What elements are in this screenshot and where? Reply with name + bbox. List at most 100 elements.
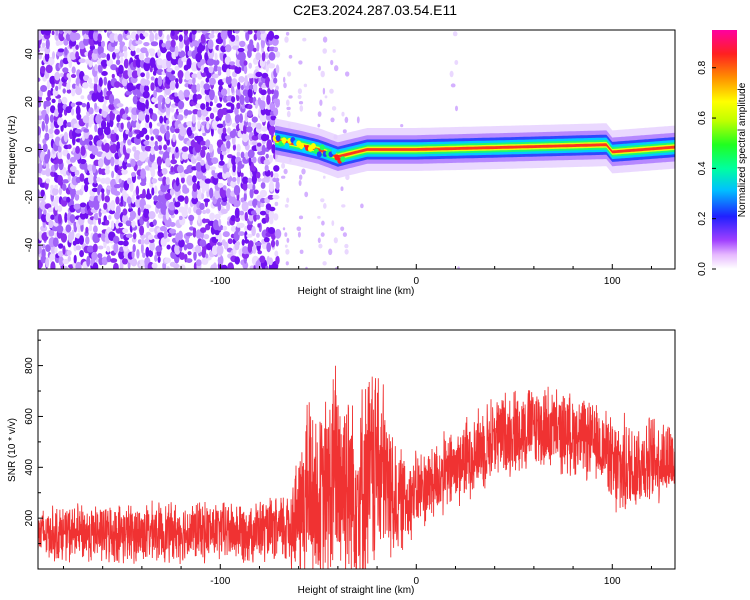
spectrogram-cell <box>119 246 124 253</box>
spectrogram-cell <box>122 208 128 216</box>
spectrogram-cell <box>132 59 137 68</box>
spectrogram-cell <box>133 232 137 240</box>
spectrogram-cell <box>48 229 55 237</box>
spectrogram-cell <box>54 71 61 81</box>
spectrogram-cell <box>273 172 279 179</box>
spectrogram-cell <box>252 184 256 191</box>
spectrogram-cell <box>110 156 115 167</box>
spectrogram-cell <box>45 167 51 177</box>
spectrogram-cell <box>186 175 194 186</box>
spectrogram-cell <box>243 192 247 202</box>
spectrogram-cell <box>261 126 268 132</box>
spectrogram-cell <box>305 266 308 269</box>
spectrogram-cell <box>97 253 103 259</box>
spectrogram-cell <box>266 242 272 253</box>
spectrogram-cell <box>323 203 327 209</box>
spectrogram-cell <box>130 201 137 208</box>
spectrogram-cell <box>75 145 80 154</box>
spectrogram-cell <box>39 200 47 210</box>
spectrogram-cell <box>57 175 64 186</box>
spectrogram-cell <box>200 103 206 110</box>
spectrogram-cell <box>134 129 141 134</box>
spectrogram-cell <box>248 96 254 104</box>
spectrogram-cell <box>73 123 81 129</box>
spectrogram-cell <box>341 204 346 208</box>
spectrogram-cell <box>48 133 54 139</box>
spectrogram-cell <box>140 238 145 245</box>
spectrogram-cell <box>316 151 322 158</box>
spectrogram-cell <box>248 214 254 222</box>
spectrogram-cell <box>103 76 108 86</box>
spectrogram-cell <box>146 188 150 199</box>
spectrogram-cell <box>148 48 156 54</box>
spectrogram-cell <box>100 209 108 214</box>
spectrogram-cell <box>92 48 100 54</box>
spectrogram-cell <box>126 121 131 130</box>
spectrogram-cell <box>106 245 111 253</box>
spectrogram-cell <box>148 141 155 147</box>
spectrogram-cell <box>49 75 57 85</box>
spectrogram-cell <box>179 40 184 49</box>
spectrogram-cell <box>288 95 293 99</box>
spectrogram-cell <box>50 184 54 190</box>
spectrogram-cell <box>217 70 222 76</box>
spectrogram-cell <box>75 261 82 269</box>
spectrogram-cell <box>158 144 162 151</box>
spectrogram-cell <box>320 232 325 237</box>
spectrogram-cell <box>261 50 266 62</box>
spectrogram-cell <box>58 256 64 267</box>
spectrogram-cell <box>54 108 59 118</box>
spectrogram-cell <box>122 159 128 170</box>
spectrogram-cell <box>170 166 174 173</box>
spectrogram-cell <box>65 224 72 233</box>
spectrogram-cell <box>159 115 164 124</box>
spectrogram-cell <box>48 220 54 229</box>
spectrogram-cell <box>256 232 260 238</box>
spectrogram-cell <box>143 207 150 219</box>
spectrogram-cell <box>59 72 64 78</box>
spectrogram-cell <box>248 240 254 248</box>
spectrogram-cell <box>457 266 460 269</box>
spectrogram-cell <box>267 227 276 234</box>
spectrogram-cell <box>257 199 262 208</box>
y-tick-label: 40 <box>24 48 35 60</box>
spectrogram-cell <box>322 261 327 266</box>
spectrogram-cell <box>75 105 81 116</box>
y-tick-label: 600 <box>24 408 35 425</box>
spectrogram-cell <box>246 126 253 133</box>
snr-y-label: SNR (10 * v/v) <box>7 418 18 482</box>
snr-x-label: Height of straight line (km) <box>298 585 415 596</box>
spectrogram-cell <box>317 123 321 128</box>
spectrogram-cell <box>249 188 254 199</box>
spectrogram-cell <box>148 30 153 34</box>
spectrogram-cell <box>265 134 270 141</box>
spectrogram-cell <box>83 74 90 82</box>
spectrogram-cell <box>70 165 77 173</box>
spectrogram-cell <box>284 232 288 237</box>
spectrogram-cell <box>43 30 52 36</box>
spectrogram-cell <box>79 250 84 258</box>
spectrogram-cell <box>137 175 141 180</box>
spectrogram-cell <box>234 216 241 223</box>
spectrogram-cell <box>297 94 302 100</box>
spectrogram-cell <box>38 120 42 124</box>
spectrogram-cell <box>322 48 328 54</box>
spectrogram-cell <box>225 75 232 85</box>
spectrogram-cell <box>166 51 173 62</box>
spectrogram-cell <box>151 262 158 269</box>
spectrogram-cell <box>74 193 80 201</box>
spectrogram-cell <box>88 224 93 232</box>
spectrogram-cell <box>188 79 193 85</box>
spectrogram-cell <box>225 135 232 141</box>
spectrogram-cell <box>232 143 236 151</box>
spectrogram-cell <box>266 94 271 105</box>
spectrogram-cell <box>260 38 265 49</box>
spectrogram-cell <box>247 88 253 98</box>
spectrogram-cell <box>225 113 231 124</box>
spectrogram-cell <box>50 261 56 269</box>
spectrogram-cell <box>120 56 124 64</box>
spectrogram-cell <box>143 238 150 245</box>
spectrogram-cell <box>145 113 150 124</box>
spectrogram-cell <box>319 144 325 151</box>
spectrogram-cell <box>242 132 249 143</box>
